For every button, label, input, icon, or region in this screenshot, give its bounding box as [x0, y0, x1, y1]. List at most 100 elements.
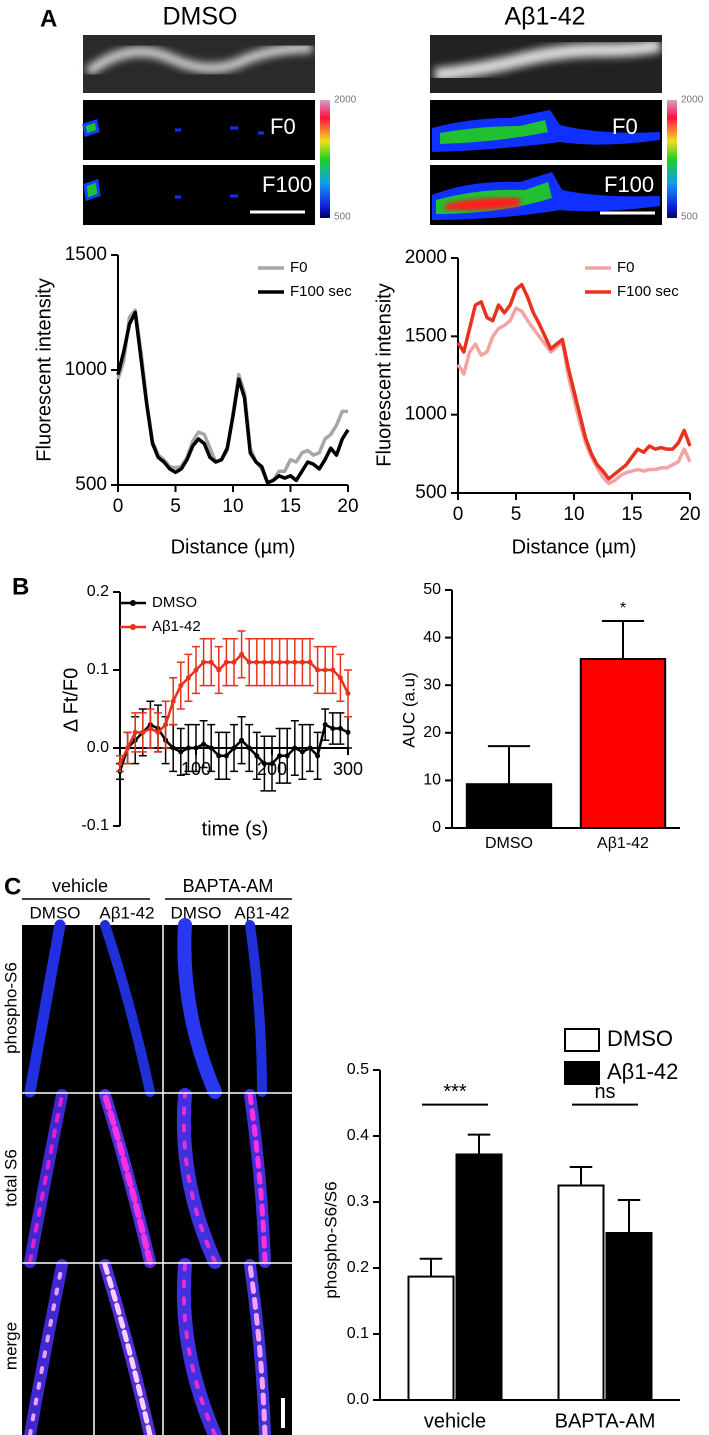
bar	[407, 1275, 455, 1401]
error-bar	[569, 1166, 593, 1186]
series-line	[456, 282, 692, 481]
colorbar	[320, 100, 330, 218]
point	[201, 659, 207, 665]
dendrite	[247, 1092, 268, 1265]
error-bar	[601, 619, 645, 660]
x-tick-label: 20	[337, 496, 358, 517]
y-tick-label: 1500	[405, 325, 447, 346]
y-tick-label: 0.2	[347, 1259, 369, 1276]
y-tick-label: 0	[432, 819, 441, 836]
x-tick-label: 20	[679, 504, 700, 525]
colorbar-label: 2000	[334, 95, 357, 106]
colorbar-label: 500	[681, 212, 698, 223]
y-tick-label: 0.0	[347, 1391, 369, 1408]
point	[163, 722, 169, 728]
point	[132, 729, 138, 735]
annotation: ***	[443, 1081, 467, 1103]
bar	[455, 1153, 503, 1401]
bar	[465, 783, 553, 830]
annotation: ns	[594, 1081, 615, 1103]
point	[155, 729, 161, 735]
panel-label: C	[4, 873, 21, 900]
legend-label: F0	[290, 259, 308, 276]
y-tick-label: 0.3	[347, 1193, 369, 1210]
point	[261, 761, 267, 767]
dendrite	[100, 920, 155, 1097]
point	[246, 745, 252, 751]
y-tick-label: 2000	[405, 247, 447, 268]
heatmap-region	[445, 197, 520, 211]
point	[231, 659, 237, 665]
point	[246, 659, 252, 665]
heatmap-spot	[82, 119, 100, 137]
dendrite	[247, 1262, 268, 1435]
dendrite	[84, 43, 313, 77]
heatmap	[83, 100, 315, 160]
dendrite	[24, 919, 66, 1098]
dendrite	[181, 1093, 217, 1264]
y-axis-label: AUC (a.u)	[399, 672, 418, 748]
heatmap-spot	[175, 194, 238, 199]
grid-dividers	[22, 925, 292, 1435]
y-tick-label: 1500	[65, 244, 107, 265]
x-tick-label: BAPTA-AM	[555, 1410, 656, 1432]
point	[193, 745, 199, 751]
legend-label: DMSO	[152, 594, 197, 611]
point	[292, 745, 298, 751]
legend-swatch	[130, 624, 136, 630]
legend-label: DMSO	[607, 1026, 673, 1051]
y-tick-label: 10	[423, 772, 441, 789]
heatmap-spot	[175, 126, 264, 135]
dendrite	[434, 38, 662, 82]
error-bar	[617, 1199, 641, 1234]
micrograph-group: F0 F100 2000 500	[82, 35, 357, 225]
panel-label: A	[40, 5, 57, 32]
frame-label: F0	[612, 114, 638, 139]
condition-label: Aβ1-42	[99, 903, 154, 922]
y-axis-label: Δ Ft/F0	[60, 668, 82, 732]
legend-label: F0	[617, 259, 635, 276]
x-tick-label: 5	[170, 496, 181, 517]
point	[170, 698, 176, 704]
condition-label: Aβ1-42	[234, 903, 289, 922]
y-axis-label: phospho-S6/S6	[321, 1181, 340, 1298]
colorbar-label: 2000	[681, 95, 704, 106]
dendrite	[102, 1262, 153, 1435]
condition-label: DMSO	[30, 903, 81, 922]
point	[223, 753, 229, 759]
micrograph	[22, 925, 292, 1435]
point	[277, 753, 283, 759]
point	[216, 753, 222, 759]
point	[345, 690, 351, 696]
panel-title: Aβ1-42	[504, 3, 585, 31]
x-tick-label: vehicle	[424, 1410, 486, 1432]
point	[261, 659, 267, 665]
point	[185, 675, 191, 681]
y-tick-label: 30	[423, 676, 441, 693]
frame-label: F100	[604, 172, 654, 197]
y-axis-label: Fluorescent intensity	[33, 278, 55, 461]
colorbar-label: 500	[334, 212, 351, 223]
x-tick-label: 300	[333, 759, 363, 779]
heatmap	[83, 165, 315, 225]
error-bar	[419, 1257, 443, 1277]
y-axis-label: Fluorescent intensity	[373, 283, 395, 466]
y-tick-label: 0.4	[347, 1127, 369, 1144]
point	[201, 741, 207, 747]
y-tick-label: 1000	[405, 404, 447, 425]
y-tick-label: 1000	[65, 359, 107, 380]
y-tick-label: 0.1	[347, 1325, 369, 1342]
bar	[579, 658, 667, 830]
x-axis-label: time (s)	[202, 818, 269, 840]
point	[269, 761, 275, 767]
panel-title: DMSO	[163, 3, 238, 31]
y-tick-label: 500	[75, 474, 107, 495]
y-tick-label: 0.5	[347, 1061, 369, 1078]
point	[299, 749, 305, 755]
point	[178, 749, 184, 755]
y-tick-label: -0.1	[81, 817, 109, 834]
point	[337, 726, 343, 731]
point	[254, 753, 260, 759]
heatmap-spot	[83, 179, 101, 201]
point	[239, 737, 245, 743]
